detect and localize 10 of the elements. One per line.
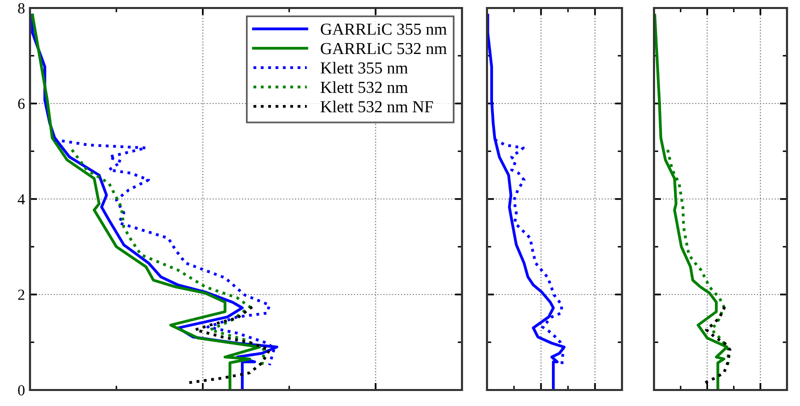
legend-label: Klett 355 nm (320, 62, 408, 74)
y-tick-label: 2 (18, 290, 24, 300)
y-tick-label: 4 (18, 194, 25, 204)
y-tick-label: 8 (18, 3, 25, 14)
legend-label: Klett 532 nm (320, 81, 408, 93)
legend-label: GARRLiC 355 nm (320, 24, 447, 35)
y-tick-label: 0 (18, 385, 25, 396)
legend-label: Klett 532 nm NF (320, 100, 433, 112)
y-tick-label: 6 (18, 98, 25, 109)
legend-label: GARRLiC 532 nm (320, 43, 447, 54)
